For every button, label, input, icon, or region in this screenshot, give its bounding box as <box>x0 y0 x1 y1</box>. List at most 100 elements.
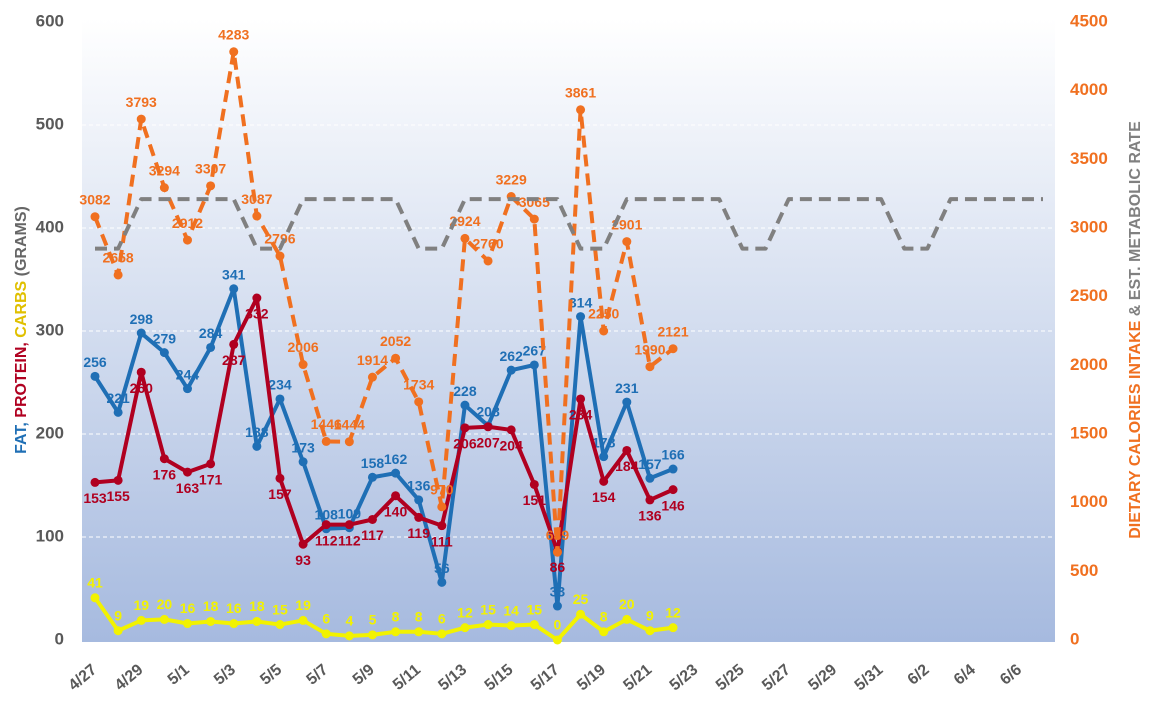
data-label: 171 <box>199 472 223 488</box>
point <box>460 233 470 243</box>
point <box>367 472 377 482</box>
point <box>275 620 285 630</box>
point <box>113 270 123 280</box>
point <box>159 348 169 358</box>
point <box>460 400 470 410</box>
point <box>414 512 424 522</box>
x-tick-label: 4/29 <box>112 661 147 694</box>
point <box>90 371 100 381</box>
data-label: 119 <box>407 525 430 541</box>
point <box>645 626 655 636</box>
data-label: 1444 <box>334 416 365 432</box>
y2-title-part: DIETARY CALORIES INTAKE <box>1127 320 1144 538</box>
data-label: 9 <box>646 607 654 623</box>
y2-tick-label: 2500 <box>1070 286 1108 305</box>
point <box>298 615 308 625</box>
point <box>206 616 216 626</box>
data-label: 20 <box>157 596 173 612</box>
data-label: 25 <box>573 591 589 607</box>
data-label: 8 <box>600 608 608 624</box>
point <box>275 251 285 261</box>
point <box>367 630 377 640</box>
data-label: 6 <box>438 611 446 627</box>
data-label: 158 <box>361 455 385 471</box>
point <box>552 635 562 645</box>
point <box>483 422 493 432</box>
point <box>552 547 562 557</box>
point <box>645 495 655 505</box>
data-label: 4283 <box>218 27 249 43</box>
point <box>90 593 100 603</box>
y-title-part: PROTEIN <box>13 347 30 418</box>
y-title-part: , <box>13 338 30 347</box>
data-label: 136 <box>407 478 431 494</box>
data-label: 1990 <box>634 341 665 357</box>
point <box>113 475 123 485</box>
point <box>229 339 239 349</box>
data-label: 56 <box>434 560 450 576</box>
y-title-part: FAT <box>13 425 30 454</box>
point <box>252 441 262 451</box>
y-tick-label: 0 <box>55 629 64 648</box>
data-label: 14 <box>503 602 519 618</box>
data-label: 12 <box>457 604 473 620</box>
point <box>229 47 239 57</box>
point <box>344 520 354 530</box>
y2-tick-label: 0 <box>1070 629 1079 648</box>
data-label: 208 <box>476 403 500 419</box>
data-label: 2052 <box>380 333 411 349</box>
point <box>206 459 216 469</box>
x-tick-label: 5/27 <box>759 661 794 694</box>
point <box>229 284 239 294</box>
data-label: 163 <box>176 480 200 496</box>
point <box>229 619 239 629</box>
data-label: 18 <box>203 598 219 614</box>
data-label: 157 <box>638 456 662 472</box>
y2-tick-label: 3500 <box>1070 149 1108 168</box>
point <box>483 256 493 266</box>
data-label: 146 <box>661 497 685 513</box>
data-label: 9 <box>114 607 122 623</box>
data-label: 2658 <box>103 250 134 266</box>
x-tick-label: 5/7 <box>304 661 332 688</box>
data-label: 178 <box>592 434 616 450</box>
x-tick-label: 6/2 <box>905 661 933 688</box>
x-tick-label: 5/25 <box>713 661 748 694</box>
data-label: 0 <box>554 617 562 633</box>
data-label: 112 <box>338 532 361 548</box>
data-label: 207 <box>476 434 500 450</box>
data-label: 970 <box>430 481 454 497</box>
point <box>344 437 354 447</box>
point <box>414 627 424 637</box>
x-tick-label: 5/29 <box>805 661 840 694</box>
point <box>391 468 401 478</box>
point <box>367 514 377 524</box>
point <box>182 235 192 245</box>
x-tick-label: 5/15 <box>482 661 517 694</box>
data-label: 2250 <box>588 306 619 322</box>
data-label: 234 <box>569 407 593 423</box>
data-label: 136 <box>638 508 662 524</box>
data-label: 8 <box>415 608 423 624</box>
point <box>298 360 308 370</box>
point <box>622 445 632 455</box>
data-label: 287 <box>222 352 246 368</box>
data-label: 234 <box>268 377 292 393</box>
point <box>298 457 308 467</box>
data-label: 244 <box>176 366 200 382</box>
data-label: 4 <box>345 613 353 629</box>
x-tick-label: 5/13 <box>435 661 470 694</box>
data-label: 341 <box>222 266 246 282</box>
data-label: 298 <box>130 311 154 327</box>
point <box>645 473 655 483</box>
data-label: 112 <box>315 532 338 548</box>
point <box>391 491 401 501</box>
point <box>275 473 285 483</box>
data-label: 86 <box>550 559 566 575</box>
x-tick-label: 5/23 <box>667 661 702 694</box>
point <box>529 360 539 370</box>
data-label: 2924 <box>449 213 480 229</box>
data-label: 2760 <box>472 236 503 252</box>
y2-tick-label: 4000 <box>1070 80 1108 99</box>
y-tick-label: 600 <box>36 11 64 30</box>
